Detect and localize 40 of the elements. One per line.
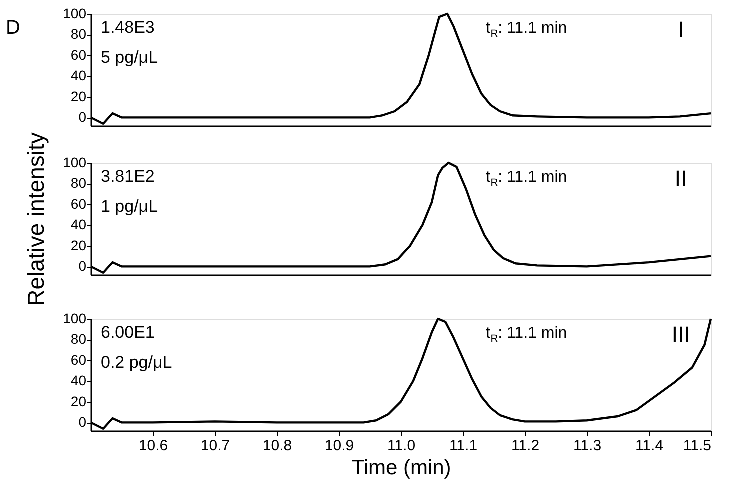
x-tick-label: 10.7 bbox=[200, 438, 230, 454]
y-tick-label: 40 bbox=[70, 372, 87, 389]
annotation: 3.81E2 bbox=[101, 167, 155, 186]
y-tick-label: 60 bbox=[70, 196, 87, 212]
y-tick-label: 100 bbox=[63, 6, 87, 22]
annotation: 1.48E3 bbox=[101, 18, 155, 37]
x-tick-label: 10.6 bbox=[138, 438, 168, 454]
annotation: 0.2 pg/μL bbox=[101, 353, 172, 372]
y-tick-label: 20 bbox=[70, 237, 87, 254]
y-tick-label: 0 bbox=[78, 258, 87, 274]
x-tick-label: 11.5 bbox=[683, 438, 712, 454]
x-tick-label: 11.4 bbox=[635, 438, 664, 454]
y-tick-label: 80 bbox=[70, 26, 87, 42]
annotation: 1 pg/μL bbox=[101, 197, 158, 216]
y-tick-label: 100 bbox=[63, 310, 87, 326]
y-tick-label: 60 bbox=[70, 46, 87, 63]
x-tick-label: 11.2 bbox=[511, 438, 540, 454]
y-tick-label: 20 bbox=[70, 393, 87, 410]
annotation: II bbox=[674, 166, 688, 191]
annotation: 5 pg/μL bbox=[101, 48, 158, 67]
y-tick-label: 0 bbox=[78, 414, 87, 430]
y-tick-label: 80 bbox=[70, 175, 87, 192]
annotation: III bbox=[672, 322, 690, 347]
y-tick-label: 40 bbox=[70, 216, 87, 233]
x-tick-label: 10.9 bbox=[324, 438, 354, 454]
text: D bbox=[6, 17, 20, 39]
y-tick-label: 80 bbox=[70, 331, 87, 348]
x-tick-label: 11.0 bbox=[387, 438, 416, 454]
y-tick-label: 20 bbox=[70, 88, 87, 104]
x-tick-label: 11.3 bbox=[573, 438, 602, 454]
y-tick-label: 100 bbox=[63, 154, 87, 170]
x-tick-label: 10.8 bbox=[262, 438, 292, 454]
y-tick-label: 0 bbox=[78, 109, 87, 126]
x-tick-label: 11.1 bbox=[449, 438, 478, 454]
annotation: I bbox=[678, 17, 684, 42]
annotation: 6.00E1 bbox=[101, 323, 155, 342]
x-axis-title: Time (min) bbox=[352, 456, 452, 480]
y-tick-label: 40 bbox=[70, 68, 87, 84]
y-tick-label: 60 bbox=[70, 352, 87, 368]
y-axis-title: Relative intensity bbox=[23, 132, 50, 306]
